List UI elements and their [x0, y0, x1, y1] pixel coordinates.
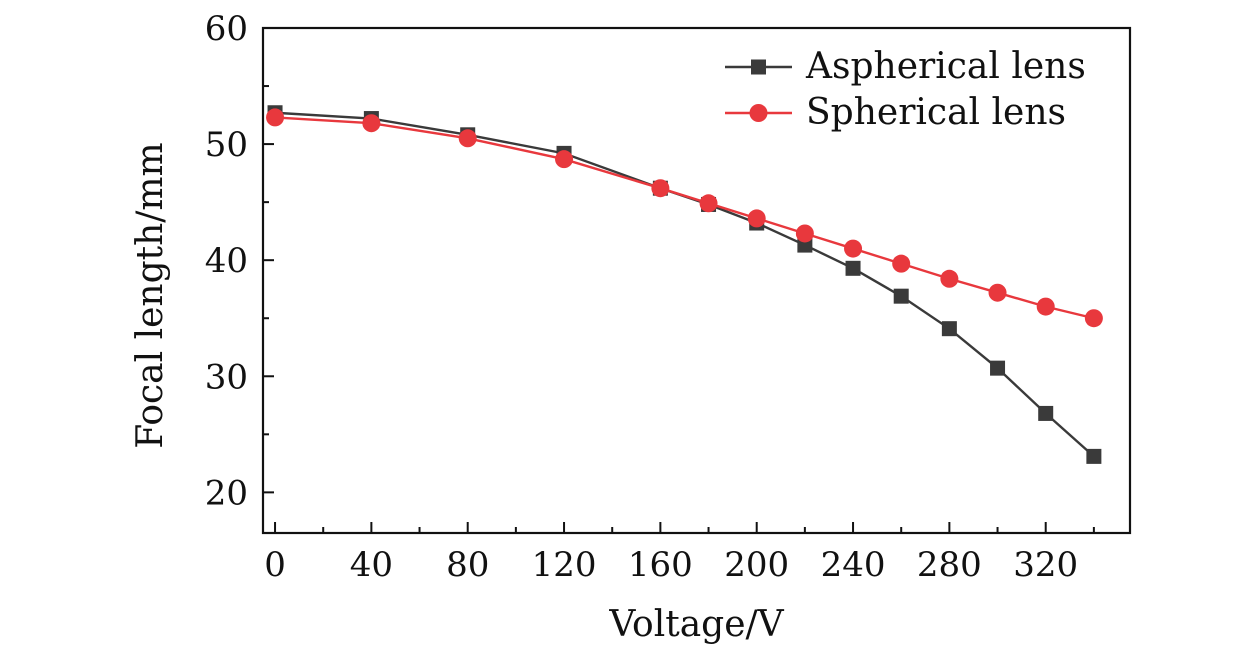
- circle-data-point: [699, 194, 718, 213]
- plot-area: [266, 105, 1103, 464]
- series-spherical-lens: [266, 108, 1103, 328]
- y-tick-label: 60: [205, 9, 248, 49]
- square-data-point: [1038, 405, 1054, 421]
- square-data-point: [990, 360, 1006, 376]
- y-tick-label: 50: [205, 125, 248, 165]
- series-aspherical-lens: [267, 105, 1102, 464]
- x-tick-label: 240: [821, 545, 886, 585]
- series-line: [274, 116, 1095, 320]
- x-tick-label: 280: [917, 545, 982, 585]
- circle-data-point: [795, 224, 814, 243]
- y-tick-label: 30: [205, 357, 248, 397]
- x-tick-label: 200: [724, 545, 789, 585]
- circle-data-point: [651, 179, 670, 198]
- x-tick-label: 80: [446, 545, 489, 585]
- square-data-point: [845, 260, 861, 276]
- square-data-point: [893, 288, 909, 304]
- circle-data-point: [940, 269, 959, 288]
- circle-data-point: [266, 108, 285, 127]
- x-tick-label: 0: [264, 545, 286, 585]
- circle-data-point: [1084, 309, 1103, 328]
- legend-item: Aspherical lens: [725, 46, 1086, 87]
- y-tick-label: 20: [205, 473, 248, 513]
- axes: 0 40 80 120 160 200 240 280 320 20 30 40 50 60: [205, 9, 1132, 585]
- circle-data-point: [458, 129, 477, 148]
- legend: Aspherical lens Spherical lens: [725, 46, 1086, 133]
- square-data-point: [941, 321, 957, 337]
- x-tick-label: 40: [350, 545, 393, 585]
- square-data-point: [1086, 448, 1102, 464]
- circle-data-point: [844, 239, 863, 258]
- plot-frame: [261, 26, 1132, 535]
- circle-data-point: [747, 209, 766, 228]
- circle-data-point: [1036, 297, 1055, 316]
- x-tick-label: 160: [628, 545, 693, 585]
- legend-square-marker: [751, 59, 766, 75]
- circle-data-point: [362, 114, 381, 133]
- x-axis-title: Voltage/V: [608, 604, 784, 645]
- circle-data-point: [892, 254, 911, 273]
- circle-data-point: [555, 150, 574, 169]
- circle-data-point: [988, 283, 1007, 302]
- x-tick-label: 320: [1013, 545, 1078, 585]
- series-line: [274, 111, 1095, 458]
- y-axis-title: Focal length/mm: [130, 142, 171, 448]
- legend-item: Spherical lens: [725, 92, 1066, 133]
- legend-label: Aspherical lens: [805, 46, 1086, 87]
- legend-label: Spherical lens: [806, 92, 1066, 133]
- x-tick-label: 120: [532, 545, 597, 585]
- y-tick-label: 40: [205, 241, 248, 281]
- legend-circle-marker: [749, 104, 768, 122]
